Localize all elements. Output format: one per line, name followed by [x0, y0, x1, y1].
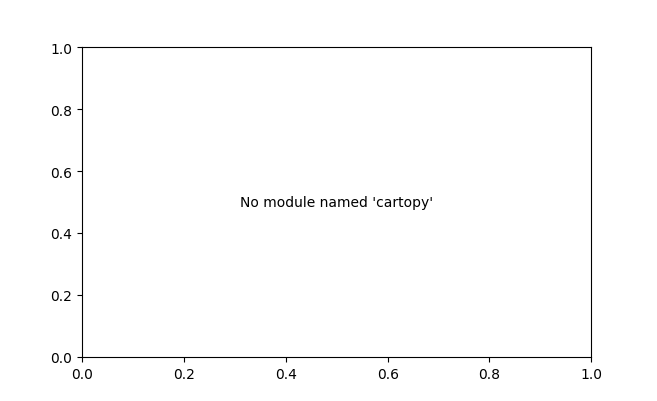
Text: No module named 'cartopy': No module named 'cartopy' — [240, 196, 433, 209]
